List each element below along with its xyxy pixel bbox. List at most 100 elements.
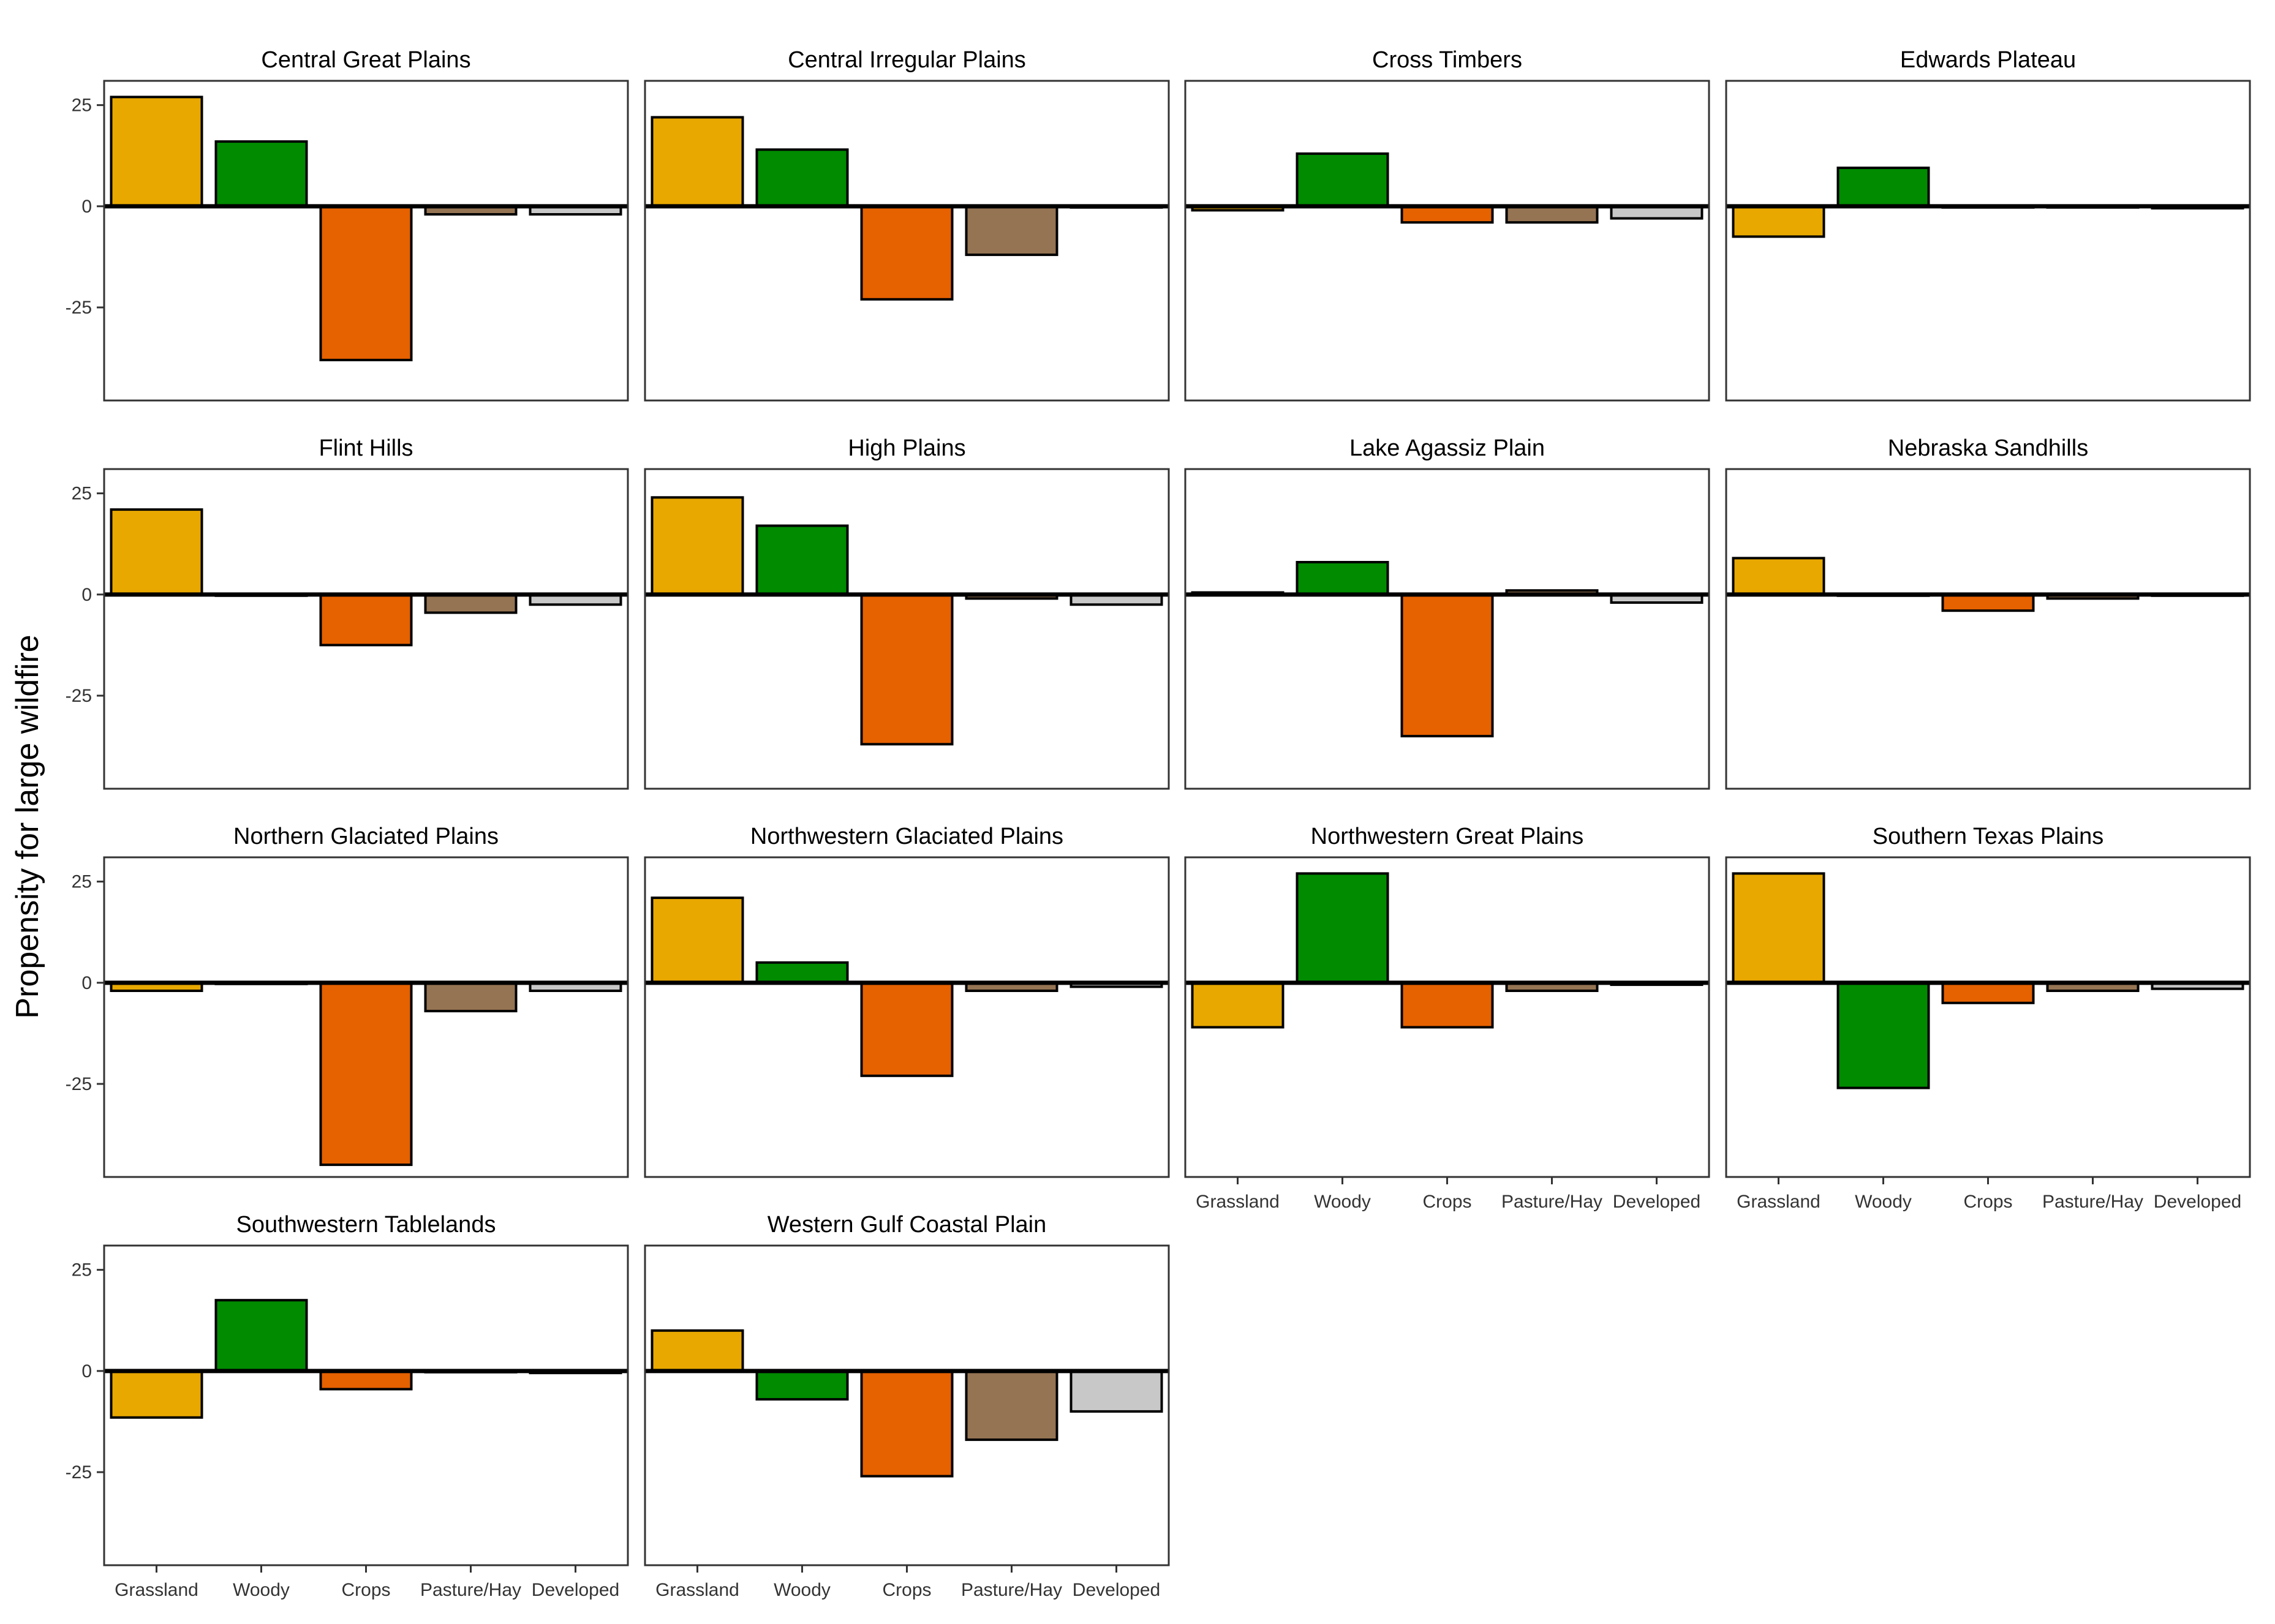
panel-frame <box>644 856 1170 1178</box>
x-tick-label-pasture-hay: Pasture/Hay <box>961 1580 1062 1600</box>
bar-grassland <box>651 1329 744 1372</box>
y-tick-label: -25 <box>66 298 92 318</box>
bar-pasture-hay <box>1505 205 1599 224</box>
panel-title: Edwards Plateau <box>1900 47 2076 73</box>
panel-frame <box>1725 80 2251 402</box>
bar-woody <box>755 524 849 596</box>
y-tick-label: -25 <box>66 1462 92 1483</box>
bar-crops <box>860 1369 954 1478</box>
panel-frame <box>1725 468 2251 790</box>
panel-western-gulf-coastal-plain: Western Gulf Coastal Plain Grassland Woody… <box>644 1212 1170 1600</box>
y-tick-label: 25 <box>72 1260 92 1280</box>
bar-grassland <box>1732 872 1825 984</box>
bar-crops <box>319 205 413 361</box>
x-tick-label-pasture-hay: Pasture/Hay <box>2042 1192 2143 1212</box>
bar-grassland <box>110 96 203 208</box>
panel-title: Western Gulf Coastal Plain <box>768 1212 1047 1238</box>
panel-nebraska-sandhills: Nebraska Sandhills <box>1725 435 2251 790</box>
bar-grassland <box>110 508 203 596</box>
bar-pasture-hay <box>965 205 1058 257</box>
panel-title: Flint Hills <box>319 435 413 461</box>
panel-title: Northwestern Glaciated Plains <box>750 824 1063 849</box>
bar-crops <box>1400 981 1494 1029</box>
x-tick-label-woody: Woody <box>1855 1192 1912 1212</box>
bar-woody <box>755 1369 849 1401</box>
panel-title: Northwestern Great Plains <box>1311 824 1584 849</box>
panel-cross-timbers: Cross Timbers <box>1184 47 1710 402</box>
panel-frame <box>103 468 629 790</box>
panel-frame <box>1184 468 1710 790</box>
bar-developed <box>1070 1369 1163 1413</box>
bar-woody <box>1296 872 1389 984</box>
x-tick-label-grassland: Grassland <box>115 1580 198 1600</box>
panel-southern-texas-plains: Southern Texas Plains Grassland Woody Crops… <box>1725 824 2251 1212</box>
bar-crops <box>1941 593 2035 612</box>
panel-frame <box>644 80 1170 402</box>
bar-crops <box>1400 593 1494 738</box>
bar-crops <box>860 205 954 301</box>
bar-woody <box>1296 561 1389 596</box>
panel-central-irregular-plains: Central Irregular Plains <box>644 47 1170 402</box>
x-tick-label-crops: Crops <box>341 1580 390 1600</box>
y-axis-title: Propensity for large wildfire <box>10 634 45 1018</box>
y-tick-label: 25 <box>72 872 92 892</box>
bar-pasture-hay <box>965 1369 1058 1442</box>
bar-grassland <box>1732 205 1825 238</box>
bar-grassland <box>651 116 744 208</box>
bar-crops <box>319 1369 413 1391</box>
x-tick-label-pasture-hay: Pasture/Hay <box>1501 1192 1602 1212</box>
x-tick-label-woody: Woody <box>233 1580 290 1600</box>
y-tick-label: -25 <box>66 686 92 706</box>
y-tick-label: 0 <box>81 585 92 605</box>
panel-edwards-plateau: Edwards Plateau <box>1725 47 2251 402</box>
x-tick-label-woody: Woody <box>1314 1192 1371 1212</box>
x-tick-label-developed: Developed <box>1073 1580 1160 1600</box>
panel-title: Central Irregular Plains <box>788 47 1026 73</box>
bar-woody <box>755 148 849 208</box>
panel-title: Nebraska Sandhills <box>1888 435 2088 461</box>
x-tick-label-grassland: Grassland <box>1737 1192 1820 1212</box>
panel-northwestern-glaciated-plains: Northwestern Glaciated Plains <box>644 824 1170 1178</box>
bar-woody <box>1836 981 1930 1089</box>
bar-crops <box>319 593 413 647</box>
x-tick-label-grassland: Grassland <box>655 1580 739 1600</box>
y-tick-label: 0 <box>81 973 92 993</box>
panel-high-plains: High Plains <box>644 435 1170 790</box>
y-tick-label: -25 <box>66 1074 92 1094</box>
bar-woody <box>214 1299 308 1372</box>
panel-flint-hills: Flint Hills 25 0 -25 <box>66 435 629 790</box>
panel-title: Lake Agassiz Plain <box>1349 435 1545 461</box>
panel-northwestern-great-plains: Northwestern Great Plains Grassland Woody C… <box>1184 824 1710 1212</box>
bar-grassland <box>1732 557 1825 596</box>
panels: Central Great Plains 25 0 -25 Central Irregu… <box>66 47 2251 1600</box>
bar-grassland <box>110 1369 203 1419</box>
x-tick-label-woody: Woody <box>774 1580 831 1600</box>
x-tick-label-crops: Crops <box>1963 1192 2012 1212</box>
bar-crops <box>1941 981 2035 1004</box>
panel-frame <box>1184 80 1710 402</box>
x-tick-label-developed: Developed <box>532 1580 619 1600</box>
panel-northern-glaciated-plains: Northern Glaciated Plains 25 0 -25 <box>66 824 629 1178</box>
y-tick-label: 25 <box>72 96 92 116</box>
x-tick-label-developed: Developed <box>2154 1192 2241 1212</box>
bar-grassland <box>651 897 744 984</box>
y-tick-label: 25 <box>72 484 92 504</box>
panel-frame <box>644 468 1170 790</box>
bar-crops <box>1400 205 1494 224</box>
panel-central-great-plains: Central Great Plains 25 0 -25 <box>66 47 629 402</box>
panel-southwestern-tablelands: Southwestern Tablelands 25 0 -25 Grassland Wo… <box>66 1212 629 1600</box>
panel-title: Central Great Plains <box>261 47 470 73</box>
x-tick-label-crops: Crops <box>882 1580 931 1600</box>
bar-woody <box>755 961 849 984</box>
y-tick-label: 0 <box>81 1361 92 1382</box>
x-tick-label-developed: Developed <box>1613 1192 1700 1212</box>
bar-woody <box>1296 152 1389 208</box>
panel-lake-agassiz-plain: Lake Agassiz Plain <box>1184 435 1710 790</box>
bar-pasture-hay <box>424 981 518 1013</box>
bar-pasture-hay <box>424 593 518 614</box>
bar-crops <box>860 981 954 1077</box>
bar-woody <box>1836 167 1930 208</box>
panel-frame <box>103 80 629 402</box>
x-tick-label-grassland: Grassland <box>1196 1192 1280 1212</box>
